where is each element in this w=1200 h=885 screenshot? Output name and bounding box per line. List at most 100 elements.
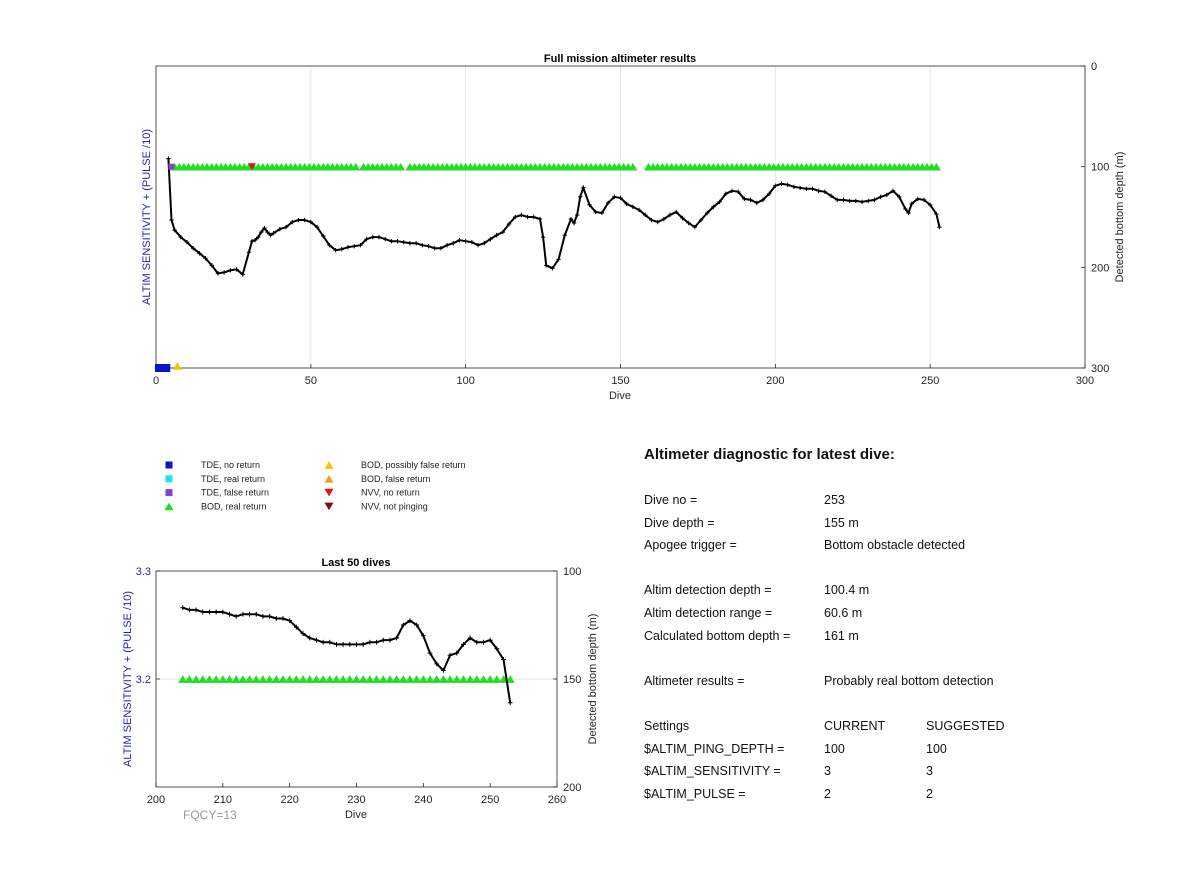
bod-real-return-marker [492, 675, 502, 683]
bod-real-return-marker [392, 675, 402, 683]
bottom-depth-point [374, 639, 379, 645]
legend-label: BOD, possibly false return [361, 460, 466, 470]
bottom-depth-point [300, 631, 306, 637]
bottom-depth-point [571, 220, 577, 226]
top-chart-right-ylabel: Detected bottom depth (m) [1114, 152, 1126, 283]
bottom-depth-point [760, 197, 766, 203]
bottom-depth-point [822, 189, 828, 195]
bottom-chart-xticks: 200 210 220 230 240 250 260 [147, 783, 566, 806]
bottom-depth-point [260, 613, 266, 619]
diagnostic-title: Altimeter diagnostic for latest dive: [644, 446, 895, 463]
bottom-xtick-label: 240 [414, 794, 432, 806]
bottom-xtick-label: 220 [280, 794, 298, 806]
bottom-depth-point [334, 642, 339, 647]
top-ytick-label: 100 [1091, 162, 1109, 174]
top-xtick-label: 100 [456, 375, 474, 387]
bottom-right-ytick-label: 200 [563, 782, 581, 794]
bottom-depth-point [190, 246, 196, 251]
bottom-depth-point [339, 247, 344, 252]
bottom-depth-point [705, 210, 710, 216]
bottom-depth-point [268, 232, 273, 238]
bottom-depth-point [461, 642, 466, 647]
bottom-depth-point [506, 221, 512, 227]
bod-real-return-marker [452, 675, 462, 683]
setting-row: $ALTIM_SENSITIVITY = 3 3 [644, 760, 1164, 783]
bottom-depth-line [167, 158, 941, 277]
bottom-depth-point [711, 204, 716, 210]
bottom-depth-point [296, 217, 301, 223]
legend-marker [165, 475, 173, 483]
bottom-depth-point [661, 216, 667, 222]
bottom-depth-point [587, 202, 592, 208]
results-label: Altimeter results = [644, 673, 745, 688]
bottom-depth-point [500, 229, 506, 235]
bottom-depth-point [754, 200, 759, 206]
bottom-depth-point [649, 217, 654, 223]
bottom-depth-point [413, 240, 419, 246]
bottom-depth-point [407, 618, 413, 624]
bottom-depth-point [227, 611, 232, 617]
bottom-depth-point [420, 633, 426, 639]
legend-marker [324, 474, 334, 483]
bottom-depth-point [742, 196, 747, 202]
bottom-depth-point [766, 191, 772, 197]
bottom-depth-point [302, 217, 307, 223]
bottom-depth-point [367, 639, 373, 645]
bottom-depth-point [624, 201, 629, 207]
top-ytick-label: 300 [1091, 363, 1109, 375]
bod-real-return-marker [358, 675, 368, 683]
bod-real-return-marker [191, 675, 201, 683]
bottom-depth-point [543, 263, 549, 268]
bottom-depth-point [574, 212, 580, 218]
bottom-depth-point [816, 188, 821, 194]
bottom-depth-point [921, 197, 927, 203]
bottom-depth-point [903, 206, 908, 212]
bottom-depth-point [259, 229, 264, 235]
setting-suggested: 100 [926, 741, 947, 756]
bottom-depth-point [221, 270, 227, 275]
bottom-depth-point [327, 242, 332, 248]
legend-marker [324, 488, 334, 497]
bottom-depth-point [723, 191, 728, 197]
dive-no-label: Dive no = [644, 493, 698, 507]
bottom-depth-point [253, 611, 259, 617]
bottom-depth-point [180, 605, 186, 611]
bottom-depth-point [287, 618, 293, 624]
bottom-depth-point [773, 183, 778, 188]
bottom-depth-point [351, 243, 357, 249]
bottom-depth-point [280, 616, 286, 621]
bod-real-return-marker [285, 675, 295, 683]
bod-real-return-marker [258, 675, 268, 683]
apogee-label: Apogee trigger = [644, 538, 737, 553]
suggested-label: SUGGESTED [926, 718, 1005, 733]
bottom-right-ytick-label: 100 [563, 566, 581, 578]
bod-real-return-marker [385, 675, 395, 683]
bod-real-return-marker [278, 675, 288, 683]
bottom-depth-line [182, 606, 512, 703]
setting-name: $ALTIM_PULSE = [644, 786, 746, 801]
bottom-depth-point [494, 646, 500, 652]
bottom-depth-point [581, 185, 586, 191]
bottom-depth-point [828, 193, 834, 199]
bottom-depth-point [215, 271, 221, 276]
legend: TDE, no return TDE, real return TDE, false… [164, 460, 466, 511]
bod-real-return-marker [298, 675, 308, 683]
bottom-depth-point [636, 207, 642, 213]
bottom-depth-point [307, 635, 313, 641]
bottom-chart-xlabel: Dive [345, 809, 367, 821]
bottom-depth-point [630, 204, 636, 210]
bottom-depth-point [444, 242, 450, 248]
bod-real-return-marker [178, 675, 188, 683]
bottom-depth-point [178, 234, 183, 240]
bottom-depth-point [246, 250, 252, 255]
bottom-depth-point [200, 609, 206, 615]
current-label: CURRENT [824, 718, 886, 733]
bod-real-return-marker [425, 675, 435, 683]
bod-real-return-marker [311, 675, 321, 683]
bottom-depth-point [255, 234, 261, 240]
bod-real-return-marker [372, 675, 382, 683]
bottom-depth-point [729, 188, 735, 194]
bod-real-return-marker [931, 162, 941, 171]
bottom-depth-point [273, 616, 279, 621]
bottom-depth-point [233, 613, 239, 619]
